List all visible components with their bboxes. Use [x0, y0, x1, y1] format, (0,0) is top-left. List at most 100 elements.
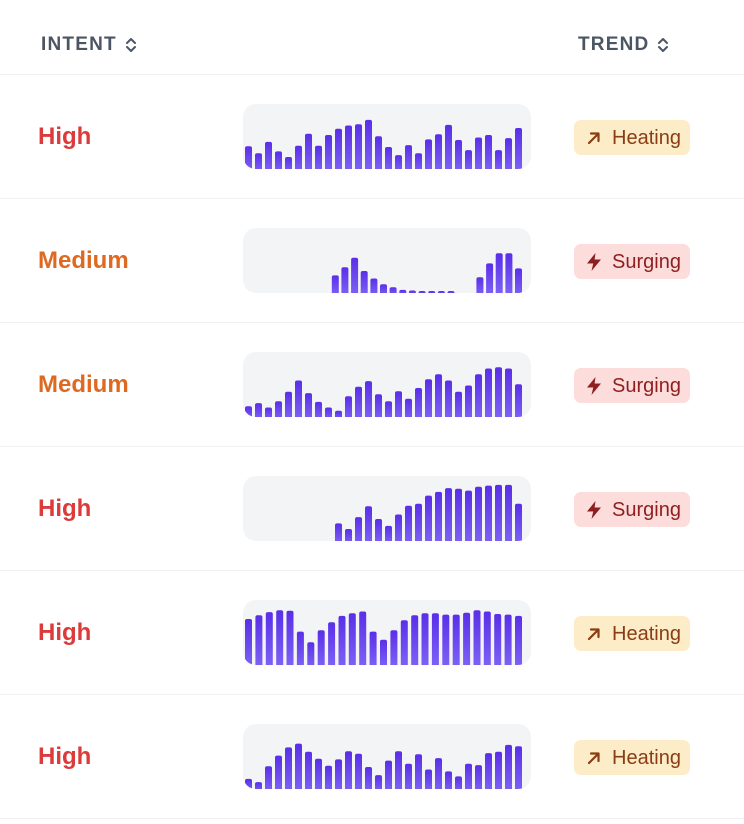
sparkline-bar	[359, 611, 367, 665]
sparkline-bar	[505, 138, 512, 169]
sparkline-bar	[389, 287, 397, 293]
sparkline-bar	[351, 257, 359, 293]
sparkline-bar	[369, 631, 377, 665]
table-row[interactable]: High Heating	[0, 571, 744, 695]
trend-label: Surging	[612, 374, 681, 397]
sparkline-bar	[345, 751, 352, 789]
sparkline-bar	[408, 290, 416, 293]
sparkline	[243, 352, 531, 417]
sparkline-bar	[275, 401, 282, 417]
sparkline-bar	[405, 145, 412, 169]
sparkline-bar	[341, 267, 349, 293]
sparkline-bar	[328, 622, 336, 665]
intent-level: Medium	[38, 246, 129, 274]
sparkline-bar	[317, 630, 325, 665]
sparkline-bar	[307, 642, 315, 665]
sparkline-bar	[425, 139, 432, 169]
arrow-up-right-icon	[584, 128, 604, 148]
sparkline-bar	[495, 484, 502, 541]
table-row[interactable]: Medium Surging	[0, 199, 744, 323]
sparkline-bar	[421, 613, 429, 665]
sparkline-bar	[325, 765, 332, 789]
sparkline-bar	[405, 398, 412, 417]
sparkline-bar	[405, 763, 412, 789]
sparkline-bar	[465, 763, 472, 789]
sparkline-bar	[305, 393, 312, 417]
sparkline-bar	[331, 275, 339, 293]
table-row[interactable]: High Heating	[0, 695, 744, 819]
sort-icon[interactable]	[125, 36, 137, 54]
sparkline-bar	[475, 486, 482, 541]
sparkline-bar	[435, 491, 442, 541]
trend-badge: Heating	[574, 740, 690, 775]
trend-badge: Heating	[574, 120, 690, 155]
sparkline-bar	[345, 396, 352, 417]
sparkline-bar	[380, 284, 387, 293]
sparkline-bar	[486, 263, 494, 293]
sparkline-bar	[265, 766, 272, 789]
intent-level: High	[38, 742, 92, 770]
sparkline-bar	[265, 407, 272, 417]
sparkline-bar	[415, 388, 422, 417]
table-body: High Heating Medium Surging Medium Surging Hig…	[0, 75, 744, 819]
sparkline-bar	[365, 381, 372, 417]
sparkline-bar	[515, 503, 522, 541]
sparkline-bar	[375, 136, 382, 169]
sort-icon[interactable]	[657, 36, 669, 54]
sparkline-bar	[465, 385, 472, 417]
sparkline-bar	[505, 744, 512, 789]
sparkline-bar	[455, 140, 462, 169]
sparkline-bar	[437, 291, 445, 293]
sparkline-bar	[504, 614, 512, 665]
sparkline-bar	[325, 407, 332, 417]
sparkline-bar	[348, 613, 356, 665]
sparkline-bar	[515, 746, 522, 789]
sparkline-bar	[435, 134, 442, 169]
sparkline-bar	[365, 119, 372, 169]
trend-badge: Surging	[574, 368, 690, 403]
sparkline-bar	[305, 133, 312, 169]
sparkline-bar	[245, 146, 252, 169]
sparkline-bar	[355, 386, 362, 417]
column-header-trend[interactable]: TREND	[578, 34, 669, 56]
sparkline-bar	[295, 145, 302, 169]
sparkline-bar	[315, 145, 322, 169]
sparkline-bar	[465, 490, 472, 541]
sparkline-bar	[473, 610, 481, 665]
arrow-up-right-icon	[584, 748, 604, 768]
sparkline-bar	[286, 610, 294, 665]
sparkline-bar	[375, 775, 382, 789]
column-header-intent[interactable]: INTENT	[41, 34, 137, 56]
intent-level: Medium	[38, 370, 129, 398]
sparkline-bar	[395, 751, 402, 789]
sparkline-bar	[305, 751, 312, 789]
sparkline-bar	[380, 639, 387, 665]
sparkline-bar	[335, 410, 342, 417]
sparkline-bar	[345, 529, 352, 541]
sparkline-bar	[455, 488, 462, 541]
table-row[interactable]: High Surging	[0, 447, 744, 571]
sparkline-bar	[515, 128, 522, 169]
sparkline-bar	[375, 519, 382, 541]
sparkline-bar	[400, 620, 408, 665]
sparkline-bar	[355, 753, 362, 789]
lightning-icon	[584, 252, 604, 272]
trend-label: Heating	[612, 622, 681, 645]
sparkline-bar	[255, 615, 263, 665]
sparkline-bar	[399, 289, 407, 293]
table-row[interactable]: High Heating	[0, 75, 744, 199]
sparkline-bar	[415, 754, 422, 789]
sparkline-bar	[370, 278, 378, 293]
sparkline-bar	[355, 517, 362, 541]
column-header-trend-label: TREND	[578, 34, 650, 55]
sparkline-bar	[452, 614, 460, 665]
trend-badge: Heating	[574, 616, 690, 651]
sparkline-bar	[445, 124, 452, 169]
trend-label: Heating	[612, 746, 681, 769]
sparkline-bar	[335, 128, 342, 169]
sparkline-bar	[295, 743, 302, 789]
table-row[interactable]: Medium Surging	[0, 323, 744, 447]
intent-level: High	[38, 122, 92, 150]
sparkline-bar	[385, 147, 392, 169]
